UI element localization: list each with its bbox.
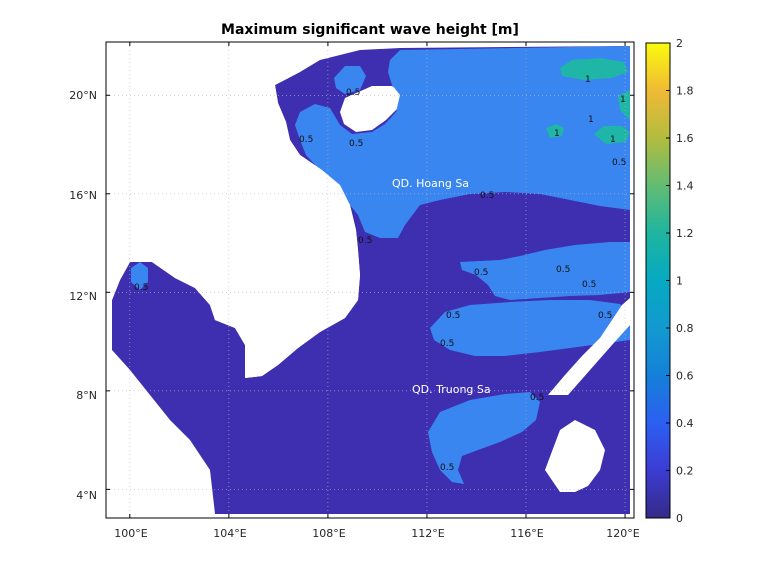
contour-label: 0.5 — [346, 88, 360, 98]
lon-tick-label: 108°E — [312, 527, 345, 540]
map-frame-ticks — [106, 42, 634, 518]
contour-label: 0.5 — [349, 139, 363, 149]
contour-label: 1 — [620, 95, 626, 105]
colorbar-tick-label: 0.6 — [676, 370, 694, 383]
sea-mid-west-patch — [131, 262, 148, 290]
sea-mid-south — [428, 392, 540, 484]
contour-labels: 0.5 0.5 0.5 0.5 0.5 0.5 0.5 0.5 0.5 0.5 … — [134, 75, 626, 473]
chart-title: Maximum significant wave height [m] — [221, 22, 519, 38]
contour-label: 1 — [585, 75, 591, 85]
land-hainan — [340, 86, 402, 132]
contour-label: 0.5 — [446, 311, 460, 321]
contour-label: 0.5 — [612, 158, 626, 168]
sea-high-3 — [546, 124, 564, 138]
land-palawan — [548, 298, 630, 395]
lat-tick-label: 4°N — [76, 489, 97, 502]
colorbar-tick-label: 1.2 — [676, 227, 694, 240]
colorbar-tick-label: 0.4 — [676, 417, 694, 430]
colorbar-ticks: 0 0.2 0.4 0.6 0.8 1 1.2 1.4 1.6 1.8 2 — [666, 37, 694, 525]
sea-mid-north — [295, 46, 630, 238]
region-label-truong-sa: QD. Truong Sa — [412, 383, 491, 396]
lat-tick-label: 8°N — [76, 389, 97, 402]
lon-tick-label: 112°E — [411, 527, 444, 540]
contour-label: 0.5 — [440, 339, 454, 349]
contour-label: 0.5 — [299, 135, 313, 145]
lon-tick-label: 100°E — [114, 527, 147, 540]
colorbar-tick-label: 1.6 — [676, 132, 694, 145]
colorbar-tick-label: 1.4 — [676, 180, 694, 193]
lon-tick-label: 120°E — [606, 527, 639, 540]
sea-mid-gulf-patch — [334, 66, 366, 94]
lat-tick-label: 12°N — [69, 290, 97, 303]
contour-label: 0.5 — [358, 236, 372, 246]
lat-tick-label: 16°N — [69, 189, 97, 202]
contour-label: 1 — [588, 115, 594, 125]
sea-high-4 — [618, 90, 630, 120]
contour-label: 0.5 — [556, 265, 570, 275]
lat-tick-labels: 4°N 8°N 12°N 16°N 20°N — [69, 89, 97, 502]
contour-label: 0.5 — [530, 393, 544, 403]
land-indochina — [110, 46, 360, 378]
contour-label: 1 — [610, 135, 616, 145]
colorbar-tick-label: 0.2 — [676, 465, 694, 478]
region-label-hoang-sa: QD. Hoang Sa — [392, 177, 469, 190]
sea-high-1 — [560, 58, 628, 80]
sea-high-2 — [594, 126, 630, 144]
colorbar-tick-label: 1.8 — [676, 85, 694, 98]
lat-tick-label: 20°N — [69, 89, 97, 102]
contour-label: 0.5 — [598, 311, 612, 321]
sea-mid-central-1 — [460, 242, 630, 300]
contour-label: 0.5 — [480, 191, 494, 201]
contour-label: 1 — [554, 129, 560, 139]
lon-tick-labels: 100°E 104°E 108°E 112°E 116°E 120°E — [114, 527, 639, 540]
contour-label: 0.5 — [440, 463, 454, 473]
colorbar-tick-label: 1 — [676, 275, 683, 288]
lon-tick-label: 104°E — [213, 527, 246, 540]
sea-mid-central-2 — [430, 300, 630, 356]
contour-label: 0.5 — [134, 283, 148, 293]
land-borneo — [545, 420, 605, 492]
contour-label: 0.5 — [474, 268, 488, 278]
map-grid — [110, 46, 630, 514]
colorbar-tick-label: 0 — [676, 512, 683, 525]
colorbar-tick-label: 0.8 — [676, 322, 694, 335]
lon-tick-label: 116°E — [510, 527, 543, 540]
map-content — [110, 46, 630, 514]
contour-label: 0.5 — [582, 280, 596, 290]
colorbar-tick-label: 2 — [676, 37, 683, 50]
